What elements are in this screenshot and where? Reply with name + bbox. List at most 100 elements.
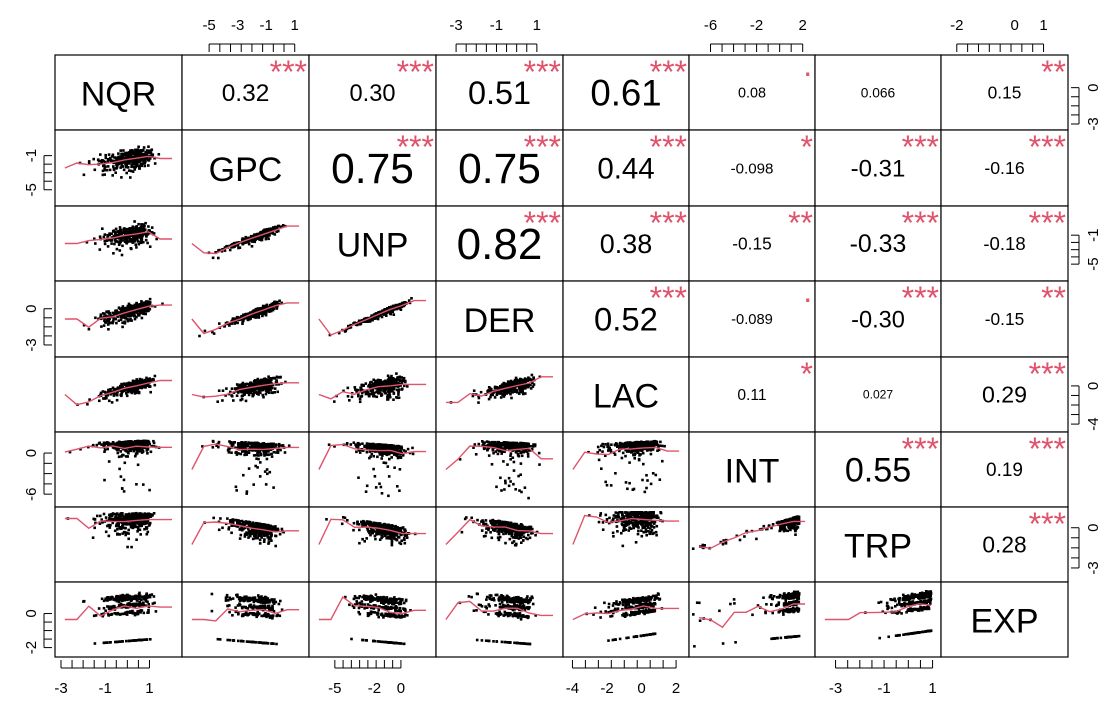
scatter-point (150, 226, 154, 229)
scatter-point (504, 481, 507, 485)
scatter-point (404, 379, 407, 383)
scatter-point (241, 381, 245, 385)
scatter-point (375, 387, 378, 390)
scatter-point (127, 228, 130, 232)
scatter-point (374, 312, 377, 316)
scatter-point (126, 166, 130, 169)
scatter-point (398, 378, 401, 381)
scatter-point (138, 385, 142, 388)
scatter-point (82, 323, 86, 327)
scatter-point (117, 233, 120, 237)
scatter-point (354, 323, 358, 326)
significance-stars: *** (650, 205, 687, 241)
scatter-point (364, 390, 368, 393)
scatter-point (277, 444, 281, 447)
scatter-point (111, 320, 115, 323)
scatter-point (108, 399, 111, 403)
correlation-value: 0.066 (861, 85, 896, 100)
scatter-point (477, 396, 481, 400)
scatter-point (143, 232, 147, 235)
matrix-cell-der-gpc (181, 280, 310, 358)
scatter-point (270, 391, 274, 394)
scatter-point (643, 490, 647, 494)
scatter-point (532, 376, 535, 379)
significance-stars: · (802, 280, 813, 316)
scatter-point (108, 168, 112, 172)
scatter-point (490, 463, 494, 466)
scatter-point (262, 230, 266, 234)
scatter-point (114, 317, 117, 321)
scatter-point (121, 158, 125, 161)
scatter-point (632, 453, 635, 457)
scatter-point (121, 321, 124, 324)
scatter-point (247, 314, 250, 318)
scatter-point (261, 382, 265, 386)
scatter-point (385, 382, 388, 386)
scatter-point (148, 378, 152, 381)
scatter-point (153, 162, 157, 165)
scatter-point (126, 231, 130, 234)
scatter-point (632, 487, 636, 491)
scatter-point (411, 452, 415, 456)
scatter-point (242, 473, 245, 477)
significance-stars: *** (1029, 129, 1066, 165)
scatter-point (388, 395, 392, 399)
scatter-point (379, 391, 382, 395)
scatter-point (347, 324, 350, 328)
scatter-point (380, 380, 383, 384)
scatter-point (115, 156, 118, 160)
scatter-point (520, 454, 524, 458)
scatter-point (133, 161, 137, 164)
scatter-point (372, 467, 375, 471)
scatter-point (526, 455, 530, 458)
scatter-point (147, 229, 151, 232)
scatter-point (393, 307, 396, 311)
scatter-point (499, 385, 502, 388)
scatter-point (514, 488, 517, 491)
scatter-point (257, 387, 260, 390)
scatter-point (133, 239, 137, 243)
scatter-point (275, 380, 278, 384)
scatter-point (361, 442, 364, 445)
scatter-point (130, 247, 133, 251)
scatter-point (138, 234, 141, 237)
scatter-point (515, 389, 518, 392)
scatter-point (144, 238, 148, 242)
scatter-point (102, 235, 106, 239)
scatter-point (107, 238, 110, 242)
scatter-point (355, 388, 358, 392)
correlation-value: 0.32 (222, 80, 270, 107)
scatter-point (255, 457, 258, 460)
scatter-point (143, 303, 147, 307)
scatter-point (257, 314, 261, 318)
scatter-point (152, 441, 156, 445)
scatter-point (142, 240, 145, 244)
scatter-point (256, 311, 260, 315)
scatter-point (94, 242, 97, 245)
scatter-point (399, 308, 403, 311)
scatter-point (139, 162, 143, 166)
scatter-point (130, 165, 133, 169)
scatter-point (257, 316, 261, 319)
scatter-point (148, 297, 152, 301)
significance-stars: * (801, 129, 813, 165)
scatter-point (252, 234, 255, 238)
scatter-point (277, 302, 281, 306)
correlation-value: 0.38 (600, 229, 652, 259)
scatter-point (232, 241, 236, 245)
scatter-point (112, 317, 115, 321)
scatter-point (656, 449, 659, 452)
scatter-point (364, 392, 368, 396)
scatter-point (649, 482, 653, 486)
scatter-point (123, 461, 127, 465)
scatter-point (120, 384, 124, 388)
scatter-point (142, 230, 145, 233)
scatter-point (141, 305, 144, 308)
scatter-point (506, 463, 509, 466)
scatter-point (401, 301, 404, 305)
scatter-point (224, 321, 228, 325)
scatter-point (482, 442, 485, 445)
scatter-point (269, 388, 272, 392)
scatter-point (502, 443, 505, 447)
scatter-point (272, 376, 275, 380)
